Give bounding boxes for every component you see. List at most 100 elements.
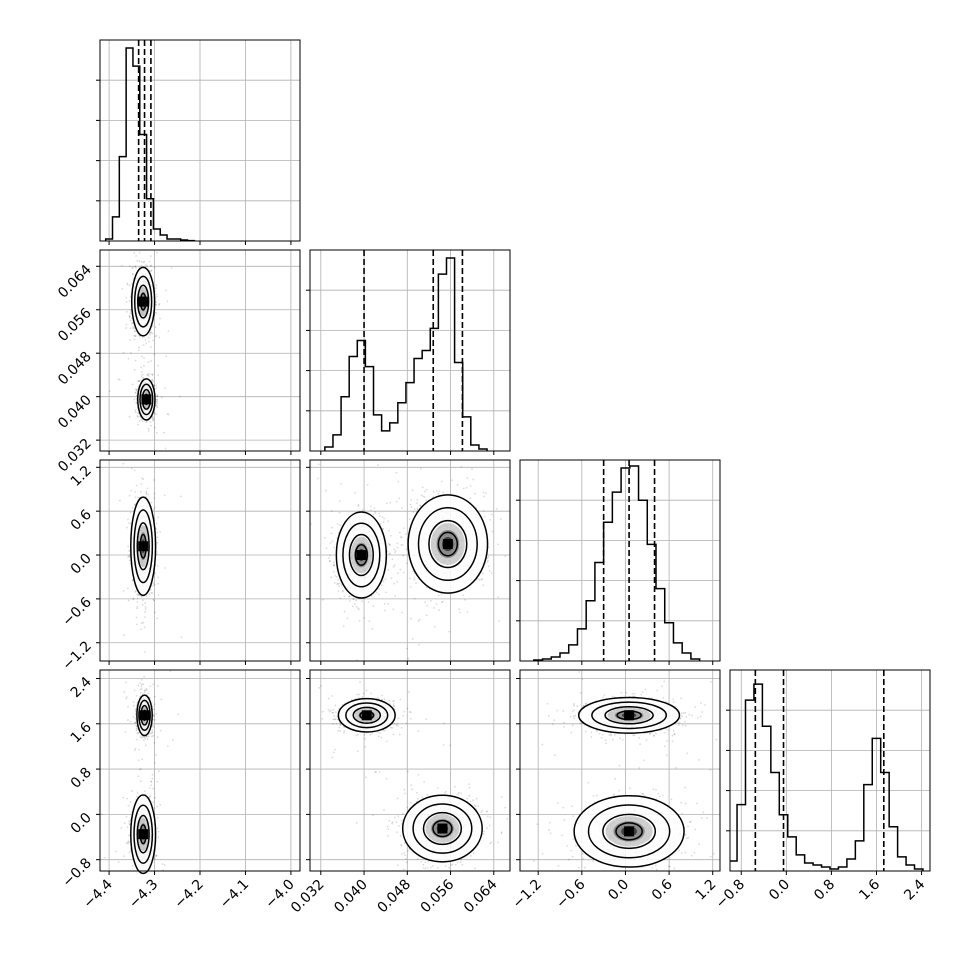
scatter-point: [150, 591, 153, 594]
scatter-point: [153, 492, 156, 495]
scatter-point: [390, 577, 393, 580]
scatter-point: [411, 638, 414, 640]
scatter-point: [325, 489, 327, 492]
scatter-point: [154, 583, 156, 586]
scatter-point: [399, 536, 402, 539]
ytick-label-1-4: 0.064: [55, 262, 95, 302]
scatter-point: [156, 617, 159, 620]
scatter-point: [158, 323, 161, 326]
scatter-point: [129, 522, 132, 525]
scatter-point: [136, 593, 139, 596]
scatter-point: [153, 353, 156, 356]
scatter-point: [153, 384, 156, 386]
scatter-point: [133, 252, 136, 254]
scatter-point: [155, 431, 158, 434]
scatter-point: [409, 577, 411, 580]
scatter-point: [147, 429, 150, 432]
scatter-point: [137, 594, 139, 597]
scatter-point: [152, 598, 155, 601]
hist-bar-1-12: [422, 351, 430, 452]
density-peak-1-0-1: [141, 394, 152, 405]
scatter-point: [488, 570, 491, 573]
scatter-point: [122, 589, 125, 592]
hist-bar-1-8: [390, 423, 398, 451]
hist-bar-2-17: [682, 653, 691, 661]
scatter-point: [408, 518, 411, 520]
scatter-point: [155, 334, 158, 337]
scatter-point: [159, 317, 161, 320]
scatter-point: [140, 264, 143, 267]
scatter-point: [387, 542, 390, 545]
scatter-point: [163, 431, 165, 434]
scatter-point: [323, 536, 326, 539]
scatter-point: [401, 543, 404, 546]
scatter-point: [410, 506, 413, 508]
scatter-point: [136, 600, 139, 603]
scatter-point: [157, 212, 159, 214]
scatter-point: [125, 296, 128, 299]
scatter-point: [138, 251, 141, 254]
scatter-point: [125, 301, 128, 303]
scatter-point: [333, 564, 336, 567]
scatter-point: [97, 261, 99, 263]
scatter-point: [139, 490, 142, 493]
scatter-point: [393, 548, 395, 551]
scatter-point: [135, 401, 138, 404]
scatter-point: [495, 507, 498, 510]
scatter-point: [402, 527, 405, 530]
scatter-point: [316, 477, 319, 480]
scatter-point: [180, 495, 182, 498]
scatter-point: [133, 369, 136, 371]
scatter-point: [134, 503, 137, 506]
scatter-point: [424, 411, 426, 413]
scatter-point: [151, 379, 154, 381]
scatter-point: [127, 705, 129, 708]
scatter-point: [128, 494, 131, 497]
scatter-point: [143, 260, 146, 263]
scatter-point: [156, 541, 159, 544]
scatter-point: [413, 597, 416, 600]
hist-bar-1-7: [382, 431, 390, 451]
scatter-point: [151, 592, 154, 595]
hist-bar-2-3: [560, 653, 569, 661]
ytick-label-1-2: 0.048: [55, 349, 95, 389]
panels-layer: 0.0320.0400.0480.0560.064−1.2−0.60.00.61…: [55, 39, 931, 916]
scatter-point: [155, 284, 158, 287]
hist-bar-2-14: [656, 589, 665, 661]
scatter-point: [144, 602, 146, 604]
scatter-point: [132, 242, 134, 244]
scatter-point: [167, 330, 170, 333]
scatter-point: [390, 534, 392, 537]
scatter-point: [497, 596, 500, 599]
scatter-point: [336, 582, 339, 585]
scatter-point: [156, 295, 158, 298]
scatter-point: [108, 390, 111, 393]
scatter-point: [332, 570, 335, 573]
scatter-point: [121, 288, 124, 290]
scatter-point: [156, 251, 158, 254]
scatter-point: [417, 620, 420, 622]
scatter-point: [543, 428, 545, 430]
scatter-point: [423, 490, 426, 493]
scatter-point: [331, 526, 334, 529]
scatter-point: [155, 387, 158, 389]
scatter-point: [131, 322, 133, 324]
scatter-point: [154, 412, 156, 415]
scatter-point: [132, 597, 135, 600]
scatter-point: [160, 698, 163, 701]
scatter-point: [128, 314, 131, 317]
scatter-point: [398, 497, 401, 500]
scatter-point: [396, 542, 399, 545]
scatter-point: [151, 332, 154, 335]
scatter-point: [128, 554, 130, 557]
scatter-point: [409, 503, 412, 506]
scatter-point: [143, 626, 146, 629]
scatter-point: [136, 260, 139, 262]
scatter-point: [145, 264, 147, 266]
scatter-point: [155, 400, 158, 403]
scatter-point: [418, 618, 421, 621]
scatter-point: [466, 611, 469, 614]
scatter-point: [134, 496, 137, 499]
scatter-point: [128, 550, 131, 552]
hist-bar-0-5: [140, 134, 147, 241]
